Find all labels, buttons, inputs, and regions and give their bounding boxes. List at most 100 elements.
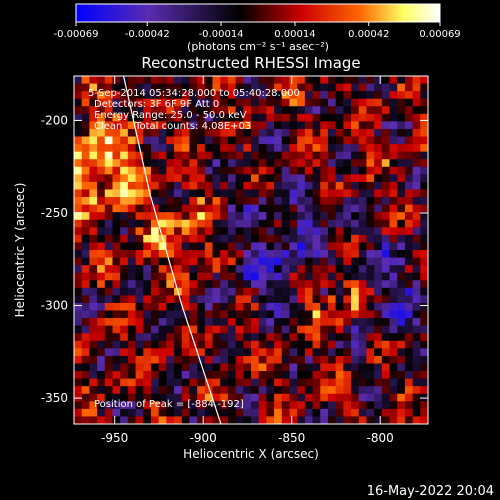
heatmap-cell [335,144,344,153]
heatmap-cell [358,136,368,145]
heatmap-cell [343,272,352,281]
heatmap-cell [266,333,275,342]
heatmap-cell [366,401,375,410]
heatmap-cell [304,348,314,357]
heatmap-cell [204,348,214,357]
heatmap-cell [412,363,421,372]
heatmap-cell [197,128,206,138]
heatmap-cell [227,98,237,107]
heatmap-cell [358,234,368,244]
heatmap-cell [120,363,129,372]
heatmap-cell [120,128,129,138]
heatmap-cell [374,280,383,289]
heatmap-cell [135,181,144,191]
heatmap-cell [358,257,368,266]
heatmap-cell [335,302,344,312]
heatmap-cell [327,310,337,319]
heatmap-cell [104,174,114,183]
heatmap-cell [189,204,198,213]
heatmap-cell [397,401,406,410]
heatmap-cell [381,189,391,198]
heatmap-cell [274,416,283,424]
heatmap-cell [189,318,198,327]
heatmap-cell [389,181,398,191]
heatmap-cell [81,363,90,372]
heatmap-cell [74,378,83,387]
heatmap-cell [404,265,414,274]
heatmap-cell [235,159,244,168]
heatmap-cell [358,325,368,334]
heatmap-cell [374,302,383,312]
heatmap-cell [197,166,206,175]
heatmap-cell [74,265,83,274]
heatmap-cell [174,121,183,130]
heatmap-cell [420,136,428,145]
heatmap-cell [81,265,90,274]
heatmap-cell [220,113,229,122]
heatmap-cell [135,416,144,424]
heatmap-cell [166,250,175,259]
heatmap-cell [81,257,90,266]
colorbar-tick-label: -0.00069 [54,29,99,40]
heatmap-cell [389,272,398,281]
heatmap-cell [89,393,98,402]
heatmap-cell [381,265,391,274]
heatmap-cell [389,378,398,387]
heatmap-cell [412,204,421,213]
heatmap-cell [358,189,368,198]
heatmap-cell [366,189,375,198]
heatmap-cell [404,340,414,349]
heatmap-cell [389,257,398,266]
heatmap-cell [97,159,106,168]
heatmap-cell [150,234,160,244]
heatmap-cell [281,371,291,380]
heatmap-cell [89,121,98,130]
heatmap-cell [181,144,191,153]
heatmap-cell [81,197,90,206]
heatmap-cell [312,219,321,228]
heatmap-cell [127,106,137,115]
heatmap-cell [120,242,129,251]
heatmap-cell [335,401,344,410]
heatmap-cell [304,295,314,304]
heatmap-cell [351,416,360,424]
heatmap-cell [289,91,298,100]
heatmap-cell [351,386,360,395]
heatmap-cell [251,144,260,153]
heatmap-cell [304,325,314,334]
heatmap-cell [381,128,391,138]
heatmap-cell [351,151,360,160]
heatmap-cell [320,234,329,244]
heatmap-cell [312,250,321,259]
heatmap-cell [335,310,344,319]
heatmap-cell [274,393,283,402]
heatmap-cell [143,159,152,168]
heatmap-cell [112,227,121,236]
heatmap-cell [274,250,283,259]
heatmap-cell [320,83,329,92]
heatmap-cell [397,91,406,100]
heatmap-cell [397,106,406,115]
heatmap-cell [374,371,383,380]
heatmap-cell [374,416,383,424]
heatmap-cell [197,113,206,122]
heatmap-cell [120,197,129,206]
heatmap-cell [143,318,152,327]
heatmap-cell [135,250,144,259]
heatmap-cell [397,340,406,349]
heatmap-cell [412,393,421,402]
heatmap-cell [89,348,98,357]
heatmap-cell [412,295,421,304]
heatmap-cell [297,181,306,191]
heatmap-cell [304,121,314,130]
heatmap-cell [281,242,291,251]
heatmap-cell [181,76,191,85]
heatmap-cell [320,265,329,274]
heatmap-cell [289,121,298,130]
heatmap-cell [104,318,114,327]
heatmap-cell [389,408,398,418]
heatmap-cell [381,355,391,365]
heatmap-cell [89,234,98,244]
heatmap-cell [212,363,221,372]
heatmap-cell [127,166,137,175]
